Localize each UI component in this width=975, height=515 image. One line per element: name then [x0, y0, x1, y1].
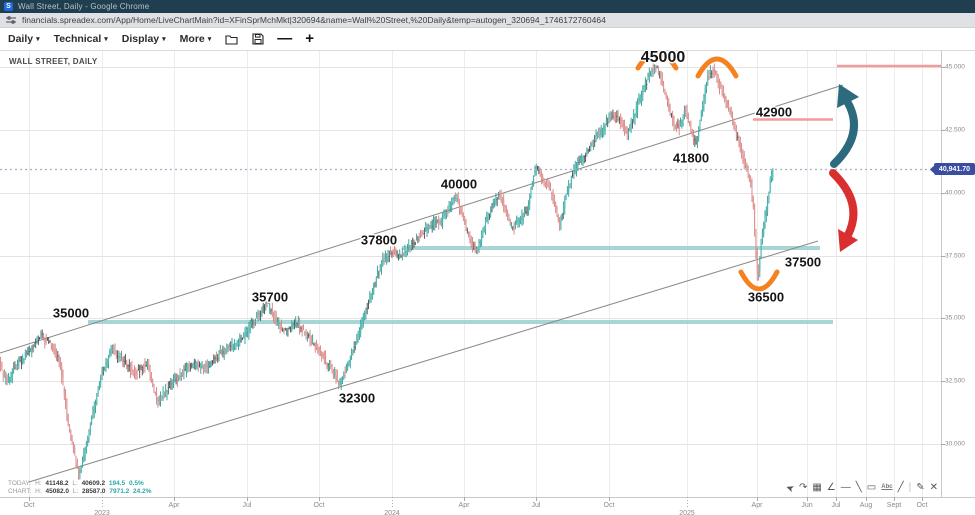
chart-area: WALL STREET, DAILY 45000 42900 41800 40000 3…: [0, 49, 975, 515]
caret-down-icon: ▾: [162, 36, 166, 43]
menu-display[interactable]: Display ▾: [121, 33, 166, 45]
today-legend-row: TODAY: H: 41148.2 L: 40609.2 194.5 0.5%: [8, 480, 144, 487]
xaxis-month-Oct-609: Oct: [603, 502, 615, 509]
price-annotation-35700[interactable]: 35700: [251, 289, 289, 305]
xaxis-year-2024: 2024: [384, 510, 400, 515]
rectangle-tool-icon[interactable]: ▭: [866, 482, 877, 493]
horizontal-line-icon[interactable]: —: [840, 482, 851, 493]
yaxis-tick-45.000: 45.000: [945, 63, 965, 71]
instrument-label: WALL STREET, DAILY: [9, 57, 98, 66]
chart-menubar: Daily ▾ Technical ▾ Display ▾ More ▾ — +: [0, 28, 975, 50]
xaxis-month-Apr-174: Apr: [168, 502, 180, 509]
spreadex-favicon-icon: S: [4, 2, 13, 11]
chart-range-pct: 24.2%: [133, 488, 152, 495]
price-annotation-41800[interactable]: 41800: [672, 150, 710, 166]
save-icon: [252, 33, 264, 45]
today-change: 194.5: [108, 480, 126, 487]
xaxis-month-Apr-757: Apr: [751, 502, 763, 509]
xaxis-year-2025: 2025: [679, 510, 695, 515]
today-change-pct: 0.5%: [128, 480, 144, 487]
cursor-icon[interactable]: ➤: [783, 480, 796, 495]
xaxis-month-Sept-894: Sept: [886, 502, 902, 509]
channel-tool-icon[interactable]: ∠: [826, 482, 836, 493]
xaxis-month-Oct-319: Oct: [313, 502, 325, 509]
text-tool-icon[interactable]: Abc: [881, 484, 893, 490]
chart-range: 7971.2: [109, 488, 130, 495]
yaxis-tick-32.500: 32.500: [945, 377, 965, 385]
tune-icon: [6, 16, 16, 24]
pencil-tool-icon[interactable]: ✎: [916, 482, 925, 493]
menu-daily[interactable]: Daily ▾: [8, 33, 40, 45]
grid-tool-icon[interactable]: ▦: [812, 482, 822, 493]
yaxis-tick-37.500: 37.500: [945, 252, 965, 260]
xaxis-month-Jun-807: Jun: [801, 502, 813, 509]
price-annotation-37500[interactable]: 37500: [784, 254, 822, 270]
menu-more[interactable]: More ▾: [179, 33, 212, 45]
ray-tool-icon[interactable]: ╱: [897, 482, 904, 493]
chart-low: 28587.0: [82, 488, 106, 495]
ohlc-legend: TODAY: H: 41148.2 L: 40609.2 194.5 0.5% …: [8, 480, 153, 496]
browser-titlebar: S Wall Street, Daily - Google Chrome: [0, 0, 975, 13]
yaxis-tick-42.500: 42.500: [945, 126, 965, 134]
price-annotation-42900[interactable]: 42900: [755, 104, 793, 120]
caret-down-icon: ▾: [104, 36, 108, 43]
chart-high: 45082.0: [45, 488, 69, 495]
today-high: 41148.2: [45, 480, 69, 487]
window-title: Wall Street, Daily - Google Chrome: [18, 2, 150, 11]
url-text[interactable]: financials.spreadex.com/App/Home/LiveCha…: [22, 15, 606, 25]
caret-down-icon: ▾: [36, 36, 40, 43]
xaxis-month-Oct-29: Oct: [23, 502, 35, 509]
xaxis-month-Apr-464: Apr: [458, 502, 470, 509]
price-annotation-36500[interactable]: 36500: [747, 289, 785, 305]
menu-technical[interactable]: Technical ▾: [53, 33, 108, 45]
close-drawing-icon[interactable]: ✕: [929, 482, 938, 493]
yaxis-tick-40.000: 40.000: [945, 189, 965, 197]
yaxis-tick-30.000: 30.000: [945, 440, 965, 448]
open-chart-button[interactable]: [225, 34, 238, 45]
price-annotation-32300[interactable]: 32300: [338, 390, 376, 406]
freehand-curve-icon[interactable]: ↷: [798, 482, 808, 493]
xaxis-month-Jul-247: Jul: [242, 502, 252, 509]
address-bar[interactable]: financials.spreadex.com/App/Home/LiveCha…: [0, 13, 975, 28]
xaxis-month-Jul-536: Jul: [531, 502, 541, 509]
price-annotation-40000[interactable]: 40000: [440, 176, 478, 192]
candlestick-chart[interactable]: [0, 51, 975, 515]
price-annotation-37800[interactable]: 37800: [360, 232, 398, 248]
caret-down-icon: ▾: [207, 36, 212, 43]
yaxis-tick-35.000: 35.000: [945, 314, 965, 322]
save-chart-button[interactable]: [252, 33, 264, 45]
xaxis-month-Oct-922: Oct: [916, 502, 928, 509]
folder-open-icon: [225, 34, 238, 45]
xaxis-month-Jul-836: Jul: [831, 502, 841, 509]
xaxis-month-Aug-866: Aug: [859, 502, 873, 509]
current-price-badge: 40,941.70: [934, 163, 975, 175]
price-annotation-35000[interactable]: 35000: [52, 305, 90, 321]
toolbar-separator: |: [908, 482, 912, 493]
zoom-out-button[interactable]: —: [277, 30, 293, 47]
today-low: 40609.2: [81, 480, 106, 487]
xaxis-year-2023: 2023: [94, 510, 110, 515]
trendline-icon[interactable]: ╲: [855, 482, 862, 493]
zoom-in-button[interactable]: +: [305, 30, 315, 47]
price-annotation-45000[interactable]: 45000: [640, 49, 686, 66]
chart-legend-row: CHART: H: 45082.0 L: 28587.0 7971.2 24.2…: [8, 488, 152, 495]
drawing-toolbar: ➤ ↷ ▦ ∠ — ╲ ▭ Abc ╱ | ✎ ✕: [783, 480, 938, 495]
